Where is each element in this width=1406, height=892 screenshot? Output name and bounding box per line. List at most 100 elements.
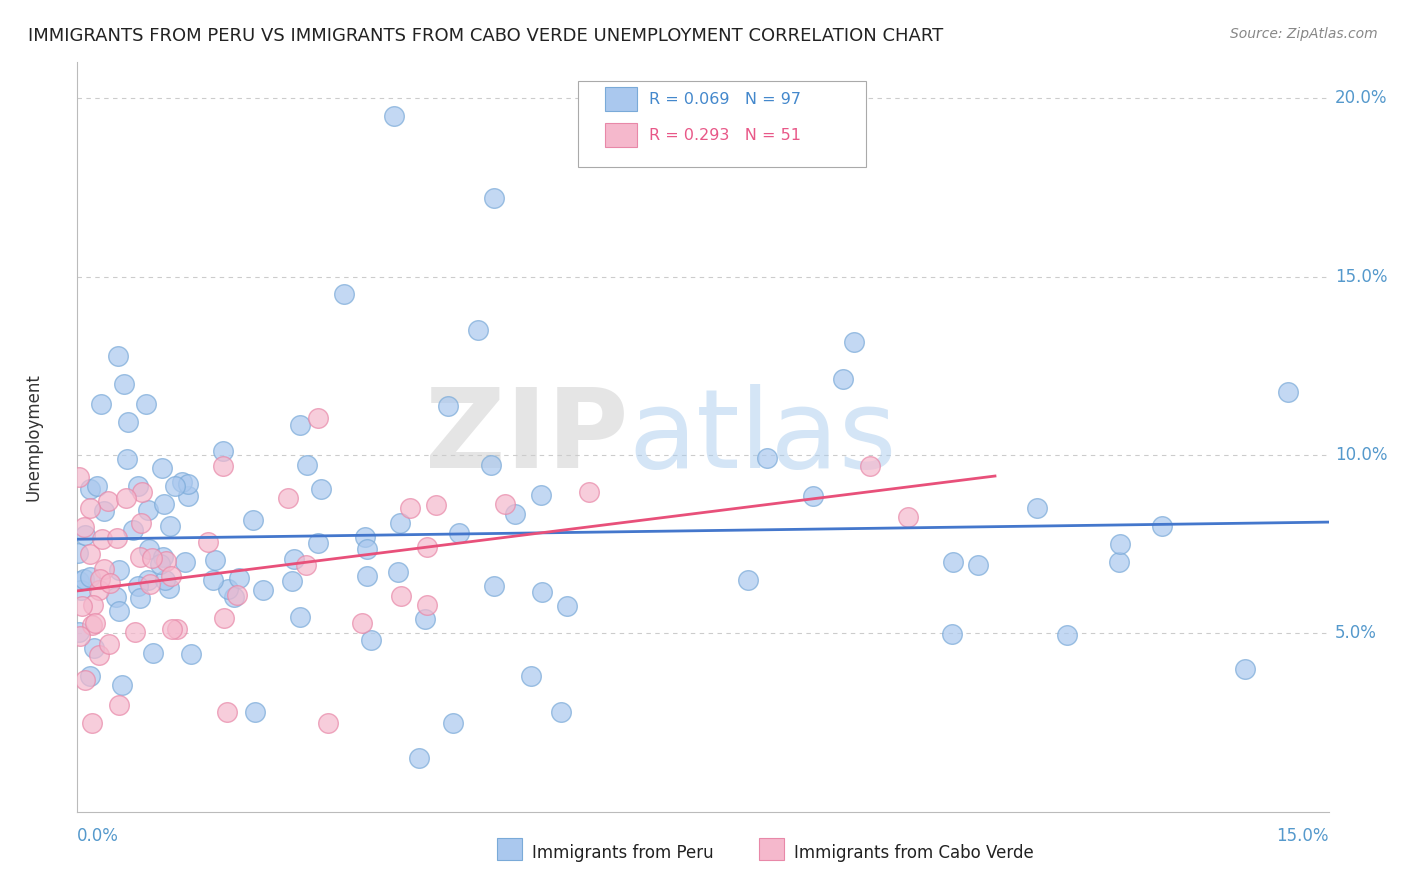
Bar	[606, 87, 637, 112]
Point	[66, 546, 89, 560]
Bar	[759, 838, 785, 861]
Point	[162, 623, 184, 637]
Point	[1109, 537, 1132, 551]
Point	[67, 469, 90, 483]
Point	[67, 574, 90, 588]
Point	[166, 623, 188, 637]
Point	[1108, 555, 1130, 569]
Text: 20.0%: 20.0%	[1334, 89, 1388, 107]
Point	[149, 557, 172, 571]
Point	[89, 572, 111, 586]
Point	[136, 574, 159, 588]
Point	[73, 673, 96, 688]
Point	[131, 485, 153, 500]
Point	[391, 589, 413, 603]
Point	[177, 476, 200, 491]
Point	[127, 479, 149, 493]
Point	[352, 616, 374, 631]
Point	[242, 513, 264, 527]
Point	[107, 349, 129, 363]
Point	[1150, 519, 1173, 533]
Point	[416, 540, 439, 554]
Point	[159, 519, 181, 533]
Point	[283, 552, 305, 566]
Point	[243, 705, 266, 719]
Point	[83, 616, 105, 631]
Point	[356, 568, 378, 582]
Point	[150, 461, 173, 475]
Point	[550, 705, 572, 719]
Point	[108, 698, 131, 712]
Point	[170, 475, 193, 489]
Point	[354, 530, 377, 544]
Point	[115, 451, 138, 466]
Point	[360, 632, 382, 647]
Point	[160, 568, 183, 582]
Point	[153, 574, 176, 588]
Point	[122, 523, 145, 537]
Point	[139, 576, 162, 591]
Point	[832, 372, 855, 386]
Text: 10.0%: 10.0%	[1334, 446, 1388, 464]
Point	[447, 526, 470, 541]
Point	[288, 418, 311, 433]
Point	[1056, 628, 1078, 642]
Point	[503, 507, 526, 521]
Point	[859, 458, 882, 473]
Text: 15.0%: 15.0%	[1334, 268, 1388, 285]
Point	[467, 323, 489, 337]
Point	[484, 191, 506, 205]
Point	[136, 502, 159, 516]
Point	[87, 648, 110, 662]
Point	[441, 715, 464, 730]
Point	[112, 376, 135, 391]
Point	[157, 582, 180, 596]
Point	[222, 590, 245, 604]
Point	[79, 482, 101, 496]
Bar	[606, 123, 637, 147]
Point	[494, 497, 516, 511]
Point	[737, 574, 759, 588]
Point	[73, 572, 96, 586]
Point	[93, 504, 115, 518]
Point	[165, 479, 187, 493]
Point	[217, 582, 239, 597]
Text: Immigrants from Peru: Immigrants from Peru	[531, 844, 713, 862]
Point	[226, 589, 249, 603]
Point	[388, 516, 411, 530]
Point	[484, 579, 506, 593]
Text: ZIP: ZIP	[425, 384, 628, 491]
Point	[228, 571, 250, 585]
Point	[177, 489, 200, 503]
Point	[108, 604, 131, 618]
Point	[180, 648, 202, 662]
Point	[79, 669, 101, 683]
Text: Immigrants from Cabo Verde: Immigrants from Cabo Verde	[794, 844, 1033, 862]
Text: R = 0.293   N = 51: R = 0.293 N = 51	[650, 128, 801, 143]
Point	[79, 500, 101, 515]
Point	[531, 585, 554, 599]
Point	[129, 591, 152, 606]
Point	[73, 528, 96, 542]
Point	[801, 489, 824, 503]
FancyBboxPatch shape	[578, 81, 866, 168]
Point	[204, 552, 226, 566]
Point	[897, 510, 920, 524]
Point	[135, 397, 157, 411]
Text: 0.0%: 0.0%	[77, 827, 120, 845]
Point	[212, 458, 235, 473]
Bar	[496, 838, 522, 861]
Point	[297, 458, 319, 472]
Point	[70, 599, 93, 613]
Point	[252, 582, 274, 597]
Text: 15.0%: 15.0%	[1277, 827, 1329, 845]
Point	[142, 647, 165, 661]
Point	[520, 669, 543, 683]
Point	[111, 678, 134, 692]
Point	[1234, 662, 1257, 676]
Text: Source: ZipAtlas.com: Source: ZipAtlas.com	[1230, 27, 1378, 41]
Point	[80, 618, 103, 632]
Point	[408, 751, 430, 765]
Point	[141, 550, 163, 565]
Point	[481, 458, 503, 472]
